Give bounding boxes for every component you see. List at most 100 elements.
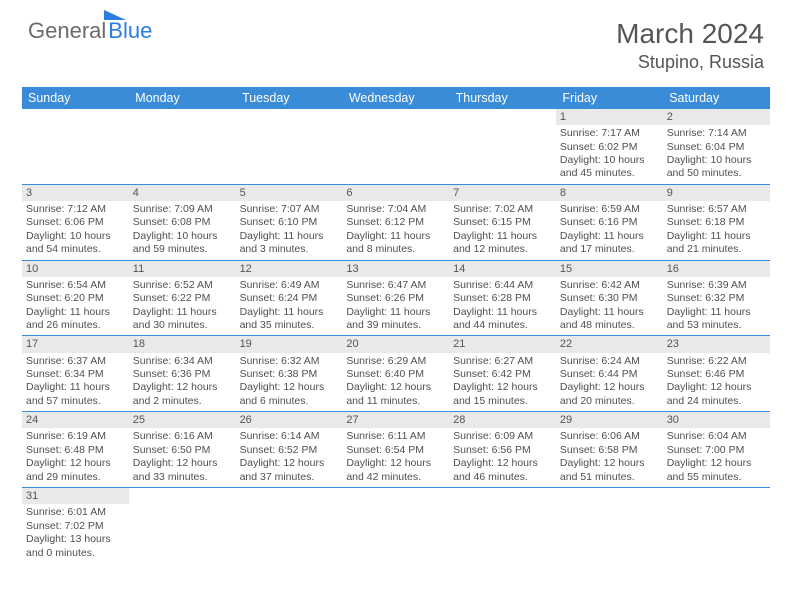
calendar-cell: 23Sunrise: 6:22 AMSunset: 6:46 PMDayligh… <box>663 336 770 412</box>
daylight-text: Daylight: 11 hours and 30 minutes. <box>133 306 232 333</box>
day-number: 27 <box>342 412 449 428</box>
day-number: 18 <box>129 336 236 352</box>
daylight-text: Daylight: 12 hours and 6 minutes. <box>240 381 339 408</box>
sunset-text: Sunset: 6:54 PM <box>346 444 445 457</box>
sunset-text: Sunset: 6:06 PM <box>26 216 125 229</box>
calendar-cell: 7Sunrise: 7:02 AMSunset: 6:15 PMDaylight… <box>449 184 556 260</box>
daylight-text: Daylight: 12 hours and 37 minutes. <box>240 457 339 484</box>
daylight-text: Daylight: 10 hours and 54 minutes. <box>26 230 125 257</box>
sunrise-text: Sunrise: 7:17 AM <box>560 127 659 140</box>
sunset-text: Sunset: 6:46 PM <box>667 368 766 381</box>
sunrise-text: Sunrise: 6:52 AM <box>133 279 232 292</box>
calendar-header-row: Sunday Monday Tuesday Wednesday Thursday… <box>22 87 770 109</box>
calendar-row: 24Sunrise: 6:19 AMSunset: 6:48 PMDayligh… <box>22 412 770 488</box>
sunrise-text: Sunrise: 7:09 AM <box>133 203 232 216</box>
daylight-text: Daylight: 10 hours and 59 minutes. <box>133 230 232 257</box>
calendar-cell <box>449 109 556 184</box>
calendar-cell: 2Sunrise: 7:14 AMSunset: 6:04 PMDaylight… <box>663 109 770 184</box>
calendar-cell: 20Sunrise: 6:29 AMSunset: 6:40 PMDayligh… <box>342 336 449 412</box>
sunrise-text: Sunrise: 6:57 AM <box>667 203 766 216</box>
calendar-cell: 4Sunrise: 7:09 AMSunset: 6:08 PMDaylight… <box>129 184 236 260</box>
sunset-text: Sunset: 6:30 PM <box>560 292 659 305</box>
col-wednesday: Wednesday <box>342 87 449 109</box>
daylight-text: Daylight: 11 hours and 26 minutes. <box>26 306 125 333</box>
sunrise-text: Sunrise: 6:09 AM <box>453 430 552 443</box>
sunrise-text: Sunrise: 7:12 AM <box>26 203 125 216</box>
daylight-text: Daylight: 13 hours and 0 minutes. <box>26 533 125 560</box>
calendar-cell: 25Sunrise: 6:16 AMSunset: 6:50 PMDayligh… <box>129 412 236 488</box>
daylight-text: Daylight: 12 hours and 51 minutes. <box>560 457 659 484</box>
daylight-text: Daylight: 11 hours and 17 minutes. <box>560 230 659 257</box>
sunrise-text: Sunrise: 6:42 AM <box>560 279 659 292</box>
logo-text-general: General <box>28 18 106 44</box>
daylight-text: Daylight: 11 hours and 53 minutes. <box>667 306 766 333</box>
calendar-row: 1Sunrise: 7:17 AMSunset: 6:02 PMDaylight… <box>22 109 770 184</box>
calendar-cell: 3 Sunrise: 7:12 AMSunset: 6:06 PMDaylight… <box>22 184 129 260</box>
day-number: 14 <box>449 261 556 277</box>
calendar-cell: 9Sunrise: 6:57 AMSunset: 6:18 PMDaylight… <box>663 184 770 260</box>
header: General Blue March 2024 Stupino, Russia <box>0 0 792 81</box>
calendar-cell: 12Sunrise: 6:49 AMSunset: 6:24 PMDayligh… <box>236 260 343 336</box>
calendar-cell <box>342 488 449 563</box>
sunrise-text: Sunrise: 6:01 AM <box>26 506 125 519</box>
daylight-text: Daylight: 12 hours and 29 minutes. <box>26 457 125 484</box>
calendar-cell: 1Sunrise: 7:17 AMSunset: 6:02 PMDaylight… <box>556 109 663 184</box>
calendar-cell: 27Sunrise: 6:11 AMSunset: 6:54 PMDayligh… <box>342 412 449 488</box>
calendar-cell <box>129 109 236 184</box>
col-sunday: Sunday <box>22 87 129 109</box>
day-number: 21 <box>449 336 556 352</box>
day-number: 17 <box>22 336 129 352</box>
day-number: 9 <box>663 185 770 201</box>
day-number: 29 <box>556 412 663 428</box>
sunrise-text: Sunrise: 6:19 AM <box>26 430 125 443</box>
calendar-cell: 30Sunrise: 6:04 AMSunset: 7:00 PMDayligh… <box>663 412 770 488</box>
daylight-text: Daylight: 12 hours and 42 minutes. <box>346 457 445 484</box>
calendar-row: 10Sunrise: 6:54 AMSunset: 6:20 PMDayligh… <box>22 260 770 336</box>
sunset-text: Sunset: 6:10 PM <box>240 216 339 229</box>
daylight-text: Daylight: 12 hours and 55 minutes. <box>667 457 766 484</box>
sunrise-text: Sunrise: 7:02 AM <box>453 203 552 216</box>
col-thursday: Thursday <box>449 87 556 109</box>
calendar-cell: 31Sunrise: 6:01 AMSunset: 7:02 PMDayligh… <box>22 488 129 563</box>
sunset-text: Sunset: 6:15 PM <box>453 216 552 229</box>
calendar-cell: 17Sunrise: 6:37 AMSunset: 6:34 PMDayligh… <box>22 336 129 412</box>
sunset-text: Sunset: 6:34 PM <box>26 368 125 381</box>
calendar-cell: 8Sunrise: 6:59 AMSunset: 6:16 PMDaylight… <box>556 184 663 260</box>
calendar-cell: 10Sunrise: 6:54 AMSunset: 6:20 PMDayligh… <box>22 260 129 336</box>
sunset-text: Sunset: 7:00 PM <box>667 444 766 457</box>
daylight-text: Daylight: 10 hours and 45 minutes. <box>560 154 659 181</box>
sunset-text: Sunset: 7:02 PM <box>26 520 125 533</box>
sunrise-text: Sunrise: 6:54 AM <box>26 279 125 292</box>
calendar-cell: 22Sunrise: 6:24 AMSunset: 6:44 PMDayligh… <box>556 336 663 412</box>
sunset-text: Sunset: 6:26 PM <box>346 292 445 305</box>
sunrise-text: Sunrise: 6:04 AM <box>667 430 766 443</box>
sunset-text: Sunset: 6:16 PM <box>560 216 659 229</box>
calendar-cell: 26Sunrise: 6:14 AMSunset: 6:52 PMDayligh… <box>236 412 343 488</box>
sunset-text: Sunset: 6:50 PM <box>133 444 232 457</box>
day-number: 8 <box>556 185 663 201</box>
sunrise-text: Sunrise: 6:32 AM <box>240 355 339 368</box>
calendar-row: 3Sunrise: 7:12 AMSunset: 6:06 PMDaylight… <box>22 184 770 260</box>
day-number: 23 <box>663 336 770 352</box>
calendar-cell: 24Sunrise: 6:19 AMSunset: 6:48 PMDayligh… <box>22 412 129 488</box>
col-saturday: Saturday <box>663 87 770 109</box>
page-title: March 2024 <box>616 18 764 50</box>
day-number: 3 <box>22 185 129 201</box>
day-number: 11 <box>129 261 236 277</box>
daylight-text: Daylight: 11 hours and 57 minutes. <box>26 381 125 408</box>
calendar-cell: 16Sunrise: 6:39 AMSunset: 6:32 PMDayligh… <box>663 260 770 336</box>
sunrise-text: Sunrise: 6:22 AM <box>667 355 766 368</box>
calendar-cell: 19Sunrise: 6:32 AMSunset: 6:38 PMDayligh… <box>236 336 343 412</box>
sunrise-text: Sunrise: 7:04 AM <box>346 203 445 216</box>
calendar-row: 31Sunrise: 6:01 AMSunset: 7:02 PMDayligh… <box>22 488 770 563</box>
sunset-text: Sunset: 6:58 PM <box>560 444 659 457</box>
day-number: 13 <box>342 261 449 277</box>
calendar-cell: 6Sunrise: 7:04 AMSunset: 6:12 PMDaylight… <box>342 184 449 260</box>
sunrise-text: Sunrise: 6:24 AM <box>560 355 659 368</box>
daylight-text: Daylight: 11 hours and 48 minutes. <box>560 306 659 333</box>
daylight-text: Daylight: 10 hours and 50 minutes. <box>667 154 766 181</box>
day-number: 28 <box>449 412 556 428</box>
calendar-cell <box>449 488 556 563</box>
calendar-cell: 15Sunrise: 6:42 AMSunset: 6:30 PMDayligh… <box>556 260 663 336</box>
day-number: 16 <box>663 261 770 277</box>
